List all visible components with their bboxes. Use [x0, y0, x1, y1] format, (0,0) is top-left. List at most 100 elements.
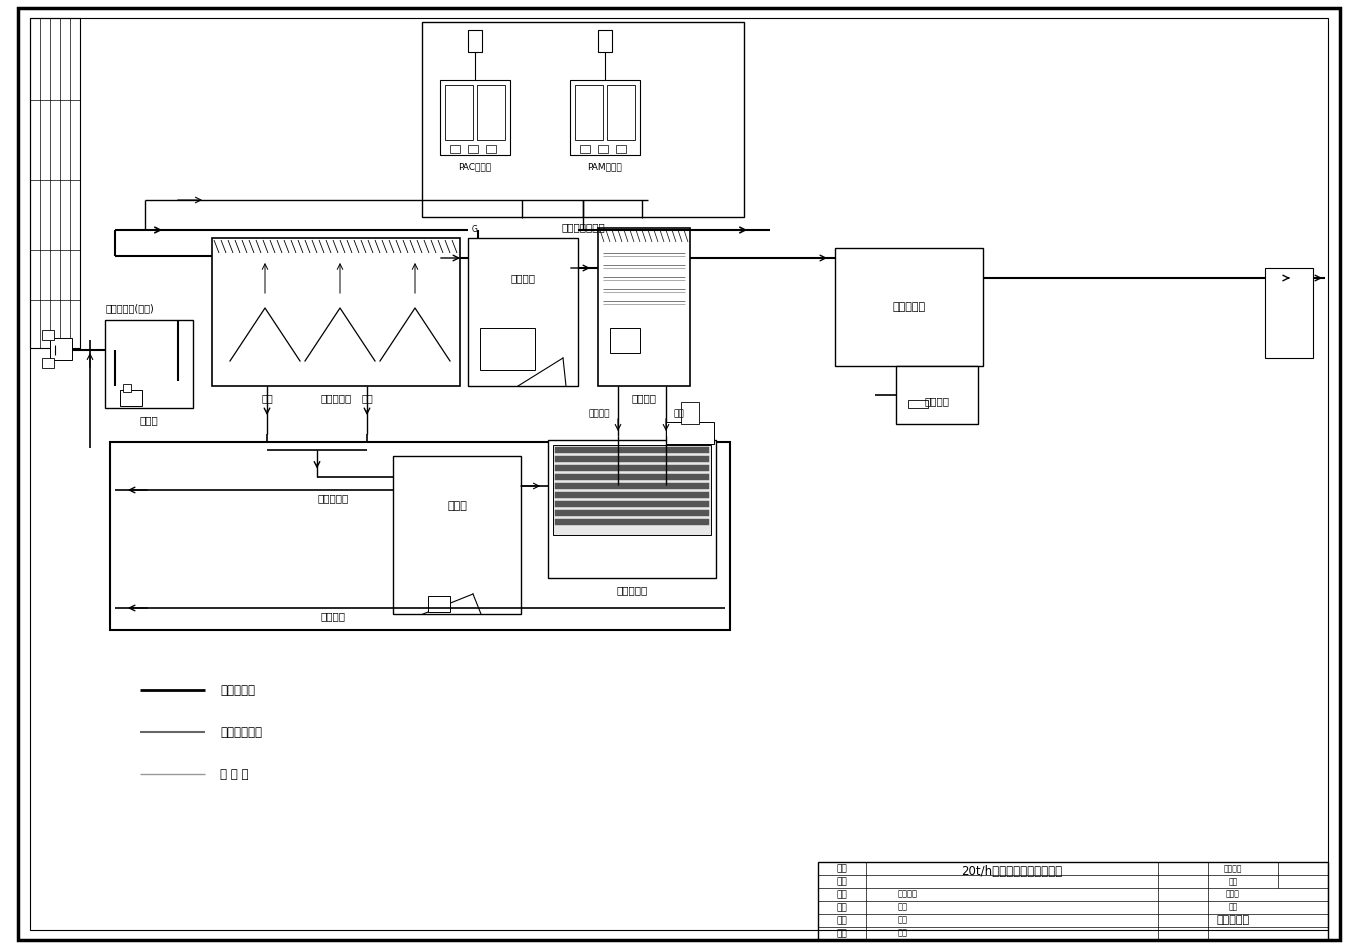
- Bar: [817, 862, 1327, 940]
- Bar: [575, 85, 602, 140]
- Text: 回用清水池: 回用清水池: [892, 302, 926, 312]
- Text: 污水提升管: 污水提升管: [220, 684, 256, 697]
- Bar: [441, 80, 510, 155]
- Bar: [120, 390, 141, 406]
- Text: 校对: 校对: [836, 890, 847, 899]
- Bar: [555, 447, 709, 453]
- Text: www.znzmo.com: www.znzmo.com: [359, 674, 441, 726]
- Text: 上清液回流: 上清液回流: [317, 493, 348, 503]
- Bar: [555, 501, 709, 507]
- Text: 工艺流程图: 工艺流程图: [1216, 915, 1250, 925]
- Text: 知末网: 知末网: [147, 208, 173, 231]
- Bar: [598, 228, 690, 386]
- Text: 工艺: 工艺: [836, 916, 847, 925]
- Text: 版本: 版本: [1228, 877, 1238, 886]
- Text: 回用泵房: 回用泵房: [925, 396, 949, 406]
- Bar: [393, 456, 521, 614]
- Text: 加 药 管: 加 药 管: [220, 767, 249, 781]
- Text: 审核: 审核: [836, 903, 847, 912]
- Bar: [422, 22, 744, 217]
- Bar: [896, 366, 978, 424]
- Text: 知末网: 知末网: [487, 539, 513, 562]
- Bar: [480, 328, 534, 370]
- Bar: [110, 442, 730, 630]
- Text: 日期: 日期: [898, 928, 908, 938]
- Bar: [908, 400, 928, 408]
- Bar: [579, 145, 590, 153]
- Bar: [1265, 268, 1312, 358]
- Bar: [570, 80, 641, 155]
- Bar: [555, 519, 709, 525]
- Bar: [666, 422, 714, 444]
- Text: www.znzmo.com: www.znzmo.com: [710, 134, 790, 187]
- Bar: [468, 238, 578, 386]
- Text: www.znzmo.com: www.znzmo.com: [1059, 174, 1141, 227]
- Text: 雨水汇总沟(进口): 雨水汇总沟(进口): [106, 303, 155, 313]
- Bar: [445, 85, 473, 140]
- Text: 排泥: 排泥: [261, 393, 273, 403]
- Text: www.znzmo.com: www.znzmo.com: [209, 454, 291, 506]
- Text: AI: AI: [1085, 801, 1125, 839]
- Text: 排泥: 排泥: [362, 393, 373, 403]
- Text: 20t/h雨水中水回用处理工程: 20t/h雨水中水回用处理工程: [962, 865, 1062, 878]
- Text: 工程名称: 工程名称: [898, 889, 918, 899]
- Bar: [555, 456, 709, 462]
- Text: www.znzmo.com: www.znzmo.com: [559, 454, 641, 506]
- Text: 图号: 图号: [1228, 902, 1238, 911]
- Bar: [428, 596, 450, 612]
- Text: 知末网: 知末网: [1038, 588, 1064, 611]
- Circle shape: [468, 223, 481, 237]
- Text: 审定: 审定: [836, 929, 847, 938]
- Text: 污泥干化床: 污泥干化床: [616, 585, 647, 595]
- Text: www.znzmo.com: www.znzmo.com: [209, 134, 291, 187]
- Bar: [555, 465, 709, 471]
- Text: 知末网: 知末网: [787, 388, 813, 411]
- Bar: [681, 402, 699, 424]
- Bar: [555, 483, 709, 489]
- Bar: [835, 248, 983, 366]
- Text: 集水池: 集水池: [140, 415, 158, 425]
- Text: 滤液回流: 滤液回流: [321, 611, 345, 621]
- Bar: [486, 145, 496, 153]
- Text: 组合式加药装置: 组合式加药装置: [562, 222, 605, 232]
- Bar: [548, 440, 715, 578]
- Bar: [611, 328, 641, 353]
- Text: 图面: 图面: [898, 902, 908, 911]
- Text: 设计阶段: 设计阶段: [1224, 864, 1242, 873]
- Text: 中间水池: 中间水池: [510, 273, 536, 283]
- Bar: [122, 384, 131, 392]
- Bar: [42, 358, 54, 368]
- Text: 滤水装置: 滤水装置: [631, 393, 657, 403]
- Bar: [555, 474, 709, 480]
- Text: 排泥: 排泥: [675, 409, 684, 419]
- Bar: [477, 85, 505, 140]
- Bar: [555, 492, 709, 498]
- Bar: [616, 145, 626, 153]
- Bar: [468, 145, 477, 153]
- Text: G: G: [472, 226, 477, 234]
- Text: 比例: 比例: [898, 916, 908, 924]
- Bar: [598, 145, 608, 153]
- Text: www.znzmo.com: www.znzmo.com: [460, 324, 540, 376]
- Text: 排泥、污泥管: 排泥、污泥管: [220, 725, 262, 739]
- Text: 平流沉淀池: 平流沉淀池: [321, 393, 352, 403]
- Text: PAM加药量: PAM加药量: [588, 163, 623, 171]
- Bar: [42, 330, 54, 340]
- Text: 污泥池: 污泥池: [447, 501, 466, 511]
- Text: www.znzmo.com: www.znzmo.com: [710, 674, 790, 726]
- Bar: [468, 30, 481, 52]
- Bar: [30, 18, 80, 348]
- Bar: [607, 85, 635, 140]
- Bar: [105, 320, 193, 408]
- Bar: [450, 145, 460, 153]
- Bar: [555, 510, 709, 516]
- Text: PAC加药量: PAC加药量: [458, 163, 491, 171]
- Text: 设计: 设计: [836, 864, 847, 873]
- Text: 反冲排水: 反冲排水: [589, 409, 611, 419]
- Text: 知末: 知末: [1110, 797, 1190, 863]
- Text: 合同号: 合同号: [1227, 889, 1240, 899]
- Bar: [598, 30, 612, 52]
- Text: www.znzmo.com: www.znzmo.com: [860, 324, 940, 376]
- Text: www.znzmo.com: www.znzmo.com: [1059, 474, 1141, 526]
- Bar: [50, 338, 72, 360]
